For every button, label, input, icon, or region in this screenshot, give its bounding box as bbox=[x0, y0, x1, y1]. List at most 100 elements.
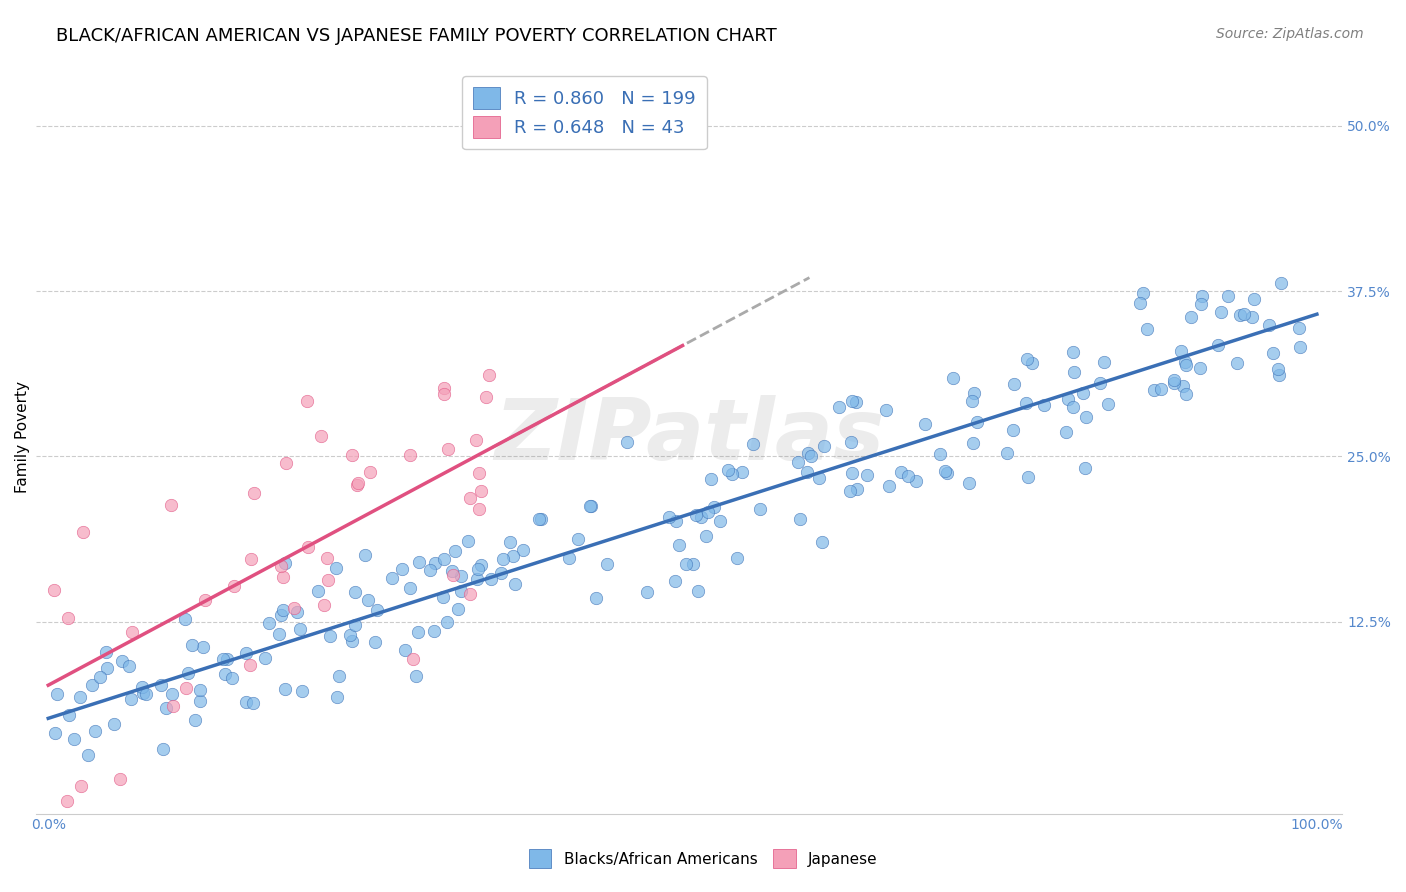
Point bbox=[841, 467, 863, 481]
Point bbox=[440, 565, 463, 579]
Point bbox=[339, 628, 361, 642]
Point bbox=[897, 469, 920, 483]
Point bbox=[875, 403, 897, 417]
Point bbox=[503, 577, 526, 591]
Point bbox=[276, 456, 298, 470]
Point bbox=[239, 657, 262, 672]
Point bbox=[316, 574, 339, 588]
Point bbox=[1163, 376, 1185, 391]
Point bbox=[342, 448, 364, 462]
Point bbox=[211, 652, 233, 666]
Point bbox=[664, 574, 686, 589]
Point bbox=[360, 465, 382, 479]
Point bbox=[398, 448, 420, 462]
Point bbox=[1071, 386, 1094, 401]
Point bbox=[177, 665, 200, 680]
Point bbox=[1129, 296, 1152, 310]
Point bbox=[155, 701, 177, 715]
Point bbox=[749, 501, 772, 516]
Point bbox=[458, 586, 481, 600]
Point bbox=[686, 584, 709, 599]
Point bbox=[63, 732, 86, 747]
Point bbox=[239, 551, 262, 566]
Point bbox=[668, 538, 690, 552]
Point bbox=[174, 681, 197, 695]
Point bbox=[845, 395, 868, 409]
Point bbox=[274, 682, 297, 697]
Point bbox=[841, 434, 863, 449]
Point bbox=[194, 593, 217, 607]
Point bbox=[394, 643, 416, 657]
Text: Source: ZipAtlas.com: Source: ZipAtlas.com bbox=[1216, 27, 1364, 41]
Point bbox=[110, 772, 132, 787]
Point bbox=[492, 551, 515, 566]
Point bbox=[259, 615, 281, 630]
Point bbox=[465, 434, 488, 448]
Point bbox=[1270, 276, 1292, 290]
Point bbox=[725, 551, 748, 566]
Point bbox=[786, 455, 808, 469]
Point bbox=[181, 638, 204, 652]
Point bbox=[149, 678, 172, 692]
Point bbox=[1092, 355, 1115, 369]
Point bbox=[470, 558, 492, 573]
Point bbox=[1289, 340, 1312, 354]
Point bbox=[1015, 351, 1038, 366]
Point bbox=[222, 579, 245, 593]
Point bbox=[366, 603, 388, 617]
Point bbox=[160, 687, 183, 701]
Point bbox=[441, 568, 464, 582]
Point bbox=[1267, 362, 1289, 376]
Point bbox=[235, 646, 257, 660]
Point bbox=[1021, 356, 1043, 370]
Point bbox=[1206, 338, 1229, 352]
Point bbox=[796, 445, 818, 459]
Point bbox=[1074, 410, 1097, 425]
Point bbox=[1180, 310, 1202, 325]
Point bbox=[340, 634, 363, 648]
Point bbox=[1062, 400, 1084, 414]
Point bbox=[80, 678, 103, 692]
Point bbox=[184, 713, 207, 727]
Point bbox=[243, 485, 266, 500]
Point bbox=[270, 607, 292, 622]
Point bbox=[356, 593, 378, 607]
Point bbox=[1175, 386, 1198, 401]
Point bbox=[468, 502, 491, 516]
Point bbox=[1143, 384, 1166, 398]
Point bbox=[929, 447, 952, 461]
Point bbox=[658, 509, 681, 524]
Point bbox=[935, 466, 957, 480]
Point bbox=[1015, 396, 1038, 410]
Point bbox=[423, 624, 446, 638]
Point bbox=[77, 748, 100, 763]
Point bbox=[616, 435, 638, 450]
Point bbox=[447, 601, 470, 615]
Point bbox=[433, 552, 456, 566]
Point bbox=[72, 524, 94, 539]
Point bbox=[135, 687, 157, 701]
Point bbox=[697, 505, 720, 519]
Point bbox=[457, 533, 479, 548]
Point bbox=[253, 651, 276, 665]
Point bbox=[89, 670, 111, 684]
Legend: Blacks/African Americans, Japanese: Blacks/African Americans, Japanese bbox=[520, 841, 886, 875]
Point bbox=[1088, 376, 1111, 390]
Point bbox=[800, 449, 823, 463]
Point bbox=[579, 499, 602, 513]
Point bbox=[721, 467, 744, 481]
Point bbox=[963, 386, 986, 401]
Point bbox=[498, 535, 520, 549]
Point bbox=[364, 634, 387, 648]
Point bbox=[1243, 293, 1265, 307]
Point bbox=[221, 671, 243, 685]
Point bbox=[695, 529, 717, 543]
Point bbox=[1267, 368, 1289, 382]
Point bbox=[890, 465, 912, 479]
Point bbox=[419, 563, 441, 577]
Point bbox=[444, 543, 467, 558]
Point bbox=[558, 551, 581, 566]
Point bbox=[585, 591, 607, 605]
Point bbox=[527, 512, 550, 526]
Point bbox=[966, 415, 988, 429]
